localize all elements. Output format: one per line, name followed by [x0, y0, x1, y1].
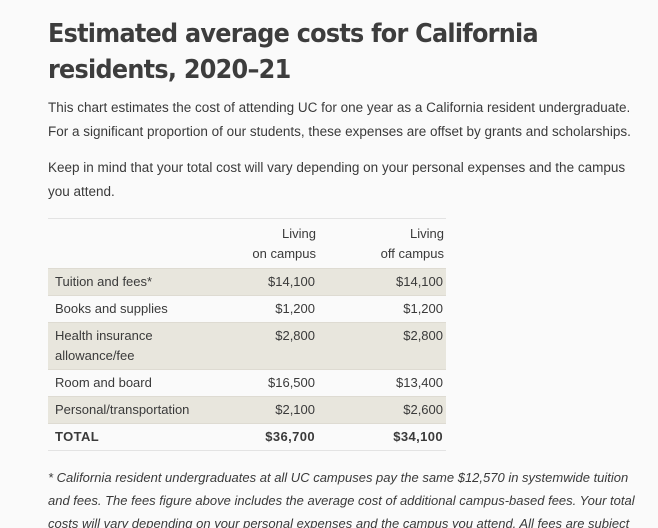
- total-label: TOTAL: [48, 423, 228, 451]
- table-row: Books and supplies $1,200 $1,200: [48, 295, 446, 323]
- table-row: Health insurance allowance/fee $2,800 $2…: [48, 322, 446, 370]
- row-label: Room and board: [55, 375, 152, 390]
- on-campus-value: $2,100: [275, 402, 315, 417]
- total-on-campus: $36,700: [228, 423, 318, 451]
- row-label: Personal/transportation: [55, 402, 190, 417]
- on-campus-value: $14,100: [268, 274, 315, 289]
- table-header-row: Living on campus Living off campus: [48, 218, 446, 269]
- total-row: TOTAL $36,700 $34,100: [48, 423, 446, 451]
- off-campus-value: $13,400: [396, 375, 443, 390]
- table-row: Personal/transportation $2,100 $2,600: [48, 396, 446, 424]
- header-off-campus: Living off campus: [318, 219, 446, 269]
- row-label: Books and supplies: [55, 301, 168, 316]
- table-row: Room and board $16,500 $13,400: [48, 369, 446, 397]
- header-on-campus: Living on campus: [228, 219, 318, 269]
- off-campus-value: $1,200: [403, 301, 443, 316]
- off-campus-value: $14,100: [396, 274, 443, 289]
- header-on-campus-line1: Living: [282, 226, 316, 241]
- intro-paragraph: This chart estimates the cost of attendi…: [48, 100, 631, 139]
- row-label: Health insurance allowance/fee: [55, 328, 153, 363]
- off-campus-value: $2,800: [403, 328, 443, 343]
- total-off-campus: $34,100: [318, 423, 446, 451]
- cost-table: Living on campus Living off campus Tuiti…: [48, 218, 446, 451]
- row-label: Tuition and fees*: [55, 274, 153, 289]
- page-title: Estimated average costs for California r…: [48, 19, 539, 85]
- footnote: * California resident undergraduates at …: [48, 470, 635, 528]
- header-label-empty: [48, 219, 228, 269]
- intro-paragraph: Keep in mind that your total cost will v…: [48, 160, 626, 199]
- header-off-campus-line2: off campus: [380, 246, 444, 261]
- off-campus-value: $2,600: [403, 402, 443, 417]
- header-on-campus-line2: on campus: [252, 246, 316, 261]
- on-campus-value: $2,800: [275, 328, 315, 343]
- on-campus-value: $16,500: [268, 375, 315, 390]
- table-row: Tuition and fees* $14,100 $14,100: [48, 268, 446, 296]
- header-off-campus-line1: Living: [410, 226, 444, 241]
- on-campus-value: $1,200: [275, 301, 315, 316]
